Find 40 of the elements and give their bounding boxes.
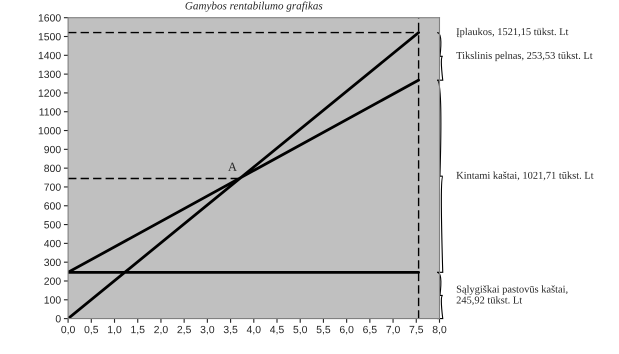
x-tick-label: 2,0 <box>154 326 168 334</box>
y-tick-label: 300 <box>44 258 61 266</box>
y-tick-label: 0 <box>56 315 61 322</box>
y-tick-label: 1100 <box>40 108 61 116</box>
y-tick-label: 1200 <box>38 89 61 97</box>
y-tick-label: 400 <box>44 240 61 248</box>
x-tick-label: 7,5 <box>410 326 424 334</box>
x-tick-label: 0,5 <box>84 326 98 334</box>
y-tick-label: 900 <box>44 146 61 154</box>
text: Sąlygiškai pastovūs kaštai, 245,92 tūkst. Lt <box>456 285 568 306</box>
text: Kintami kaštai, 1021,71 tūkst. Lt <box>456 171 594 180</box>
x-tick-label: 5,5 <box>316 326 330 334</box>
y-tick-label: 700 <box>44 183 61 191</box>
x-tick-label: 3,5 <box>224 326 238 334</box>
text: Įplaukos, 1521,15 tūkst. Lt <box>456 28 568 38</box>
x-tick-label: 6,0 <box>340 326 354 334</box>
x-tick-label: 3,0 <box>200 326 214 334</box>
y-tick-label: 1000 <box>38 127 61 134</box>
x-tick-label: 0,0 <box>61 326 75 334</box>
y-tick-label: 1600 <box>38 14 61 22</box>
y-tick-label: 1300 <box>38 70 61 78</box>
chart-title: Gamybos rentabilumo grafikas <box>185 2 322 12</box>
text: Tikslinis pelnas, 253,53 tūkst. Lt <box>456 52 593 62</box>
y-tick-label: 200 <box>44 277 61 285</box>
x-tick-label: 5,0 <box>293 326 308 334</box>
x-tick-label: 1,0 <box>108 326 122 334</box>
x-tick-label: 7,0 <box>386 326 400 334</box>
annotation: A <box>228 162 237 171</box>
x-tick-label: 4,0 <box>246 326 261 334</box>
x-tick-label: 4,5 <box>270 326 284 334</box>
y-tick-label: 100 <box>44 296 61 304</box>
x-tick-label: 6,5 <box>363 326 377 334</box>
y-tick-label: 600 <box>44 202 61 210</box>
y-tick-label: 800 <box>44 164 61 172</box>
y-tick-label: 500 <box>44 221 61 228</box>
x-tick-label: 2,5 <box>177 326 191 334</box>
x-tick-label: 8,0 <box>432 326 446 334</box>
y-tick-label: 1500 <box>38 33 61 40</box>
x-tick-label: 1,5 <box>131 326 145 334</box>
y-tick-label: 1400 <box>38 52 61 60</box>
